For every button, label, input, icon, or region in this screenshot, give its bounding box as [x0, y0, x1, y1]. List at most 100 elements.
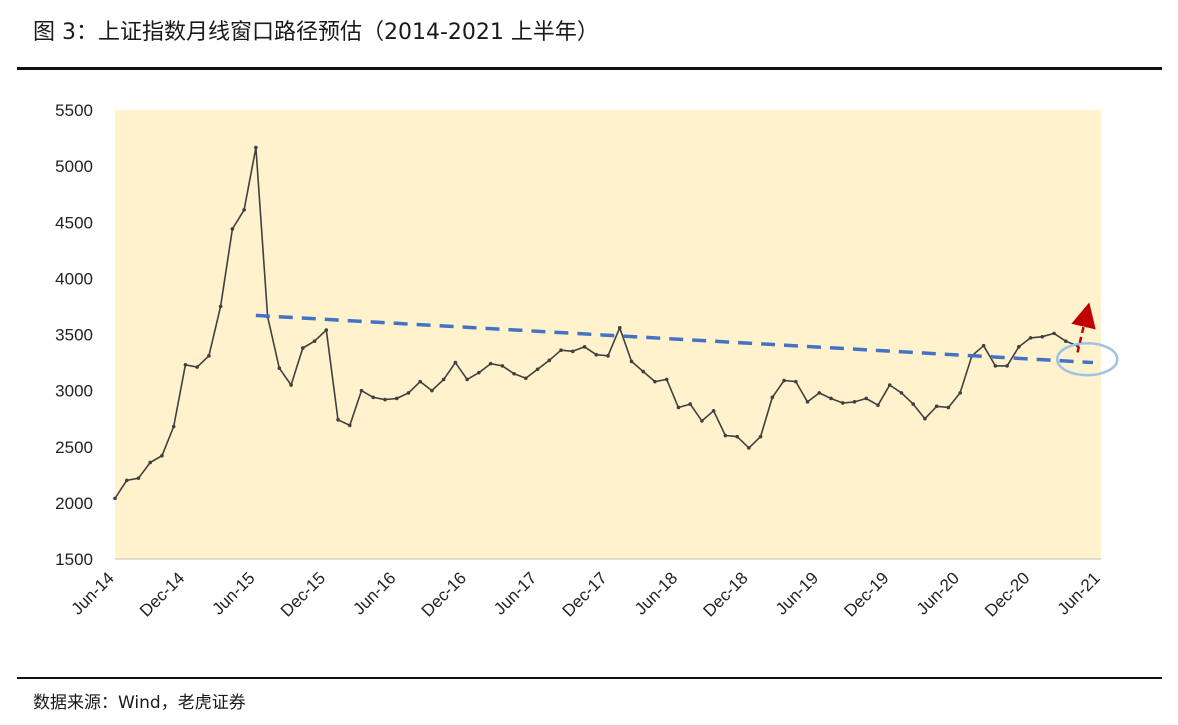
- price-point: [958, 391, 962, 395]
- price-point: [981, 343, 986, 348]
- price-point: [911, 402, 915, 406]
- price-point: [770, 395, 775, 400]
- y-tick-label: 5500: [55, 101, 93, 120]
- price-point: [864, 396, 869, 401]
- x-tick-label: Dec-17: [559, 568, 611, 620]
- x-tick-label: Dec-16: [418, 568, 470, 620]
- price-point: [195, 365, 199, 369]
- price-point: [735, 434, 739, 439]
- trendline: [255, 313, 1094, 365]
- price-point: [406, 391, 411, 395]
- x-tick-label: Jun-19: [772, 568, 822, 618]
- y-tick-label: 2500: [55, 438, 93, 457]
- x-tick-label: Jun-18: [631, 568, 681, 618]
- price-point: [700, 419, 704, 423]
- price-point: [758, 434, 763, 439]
- price-point: [453, 360, 458, 365]
- price-point: [242, 208, 246, 212]
- price-point: [923, 416, 927, 421]
- source-note: 数据来源：Wind，老虎证券: [33, 693, 246, 713]
- price-point: [664, 377, 669, 382]
- projection-arrow: [1071, 302, 1096, 353]
- highlight-ellipse: [1056, 341, 1119, 377]
- price-point: [852, 400, 857, 404]
- price-point: [465, 377, 469, 382]
- y-axis: 1500 2000 2500 3000 3500 4000 4500 5000 5500: [55, 101, 93, 569]
- price-point: [805, 400, 810, 404]
- price-point: [711, 409, 716, 413]
- price-point: [946, 405, 951, 410]
- x-tick-label: Jun-17: [490, 568, 540, 618]
- price-point: [359, 388, 364, 393]
- y-tick-label: 1500: [55, 550, 93, 569]
- price-point: [1040, 334, 1045, 339]
- price-point: [794, 379, 798, 384]
- price-point: [1052, 331, 1056, 336]
- y-tick-label: 3500: [55, 326, 93, 345]
- price-point: [524, 376, 528, 381]
- price-point: [676, 405, 681, 410]
- price-point: [207, 354, 211, 358]
- price-point: [817, 391, 822, 395]
- price-point: [441, 377, 446, 382]
- price-point: [148, 460, 153, 465]
- price-point: [383, 397, 387, 402]
- price-point: [218, 304, 223, 309]
- price-point: [617, 325, 622, 330]
- price-point: [688, 402, 692, 406]
- price-point: [124, 478, 129, 483]
- price-point: [629, 359, 634, 364]
- price-point: [1063, 339, 1068, 344]
- price-point: [347, 423, 352, 428]
- price-point: [723, 433, 728, 438]
- price-point: [899, 391, 904, 395]
- price-point: [336, 418, 340, 422]
- price-point: [488, 361, 493, 366]
- x-tick-label: Jun-15: [208, 568, 258, 618]
- price-point: [277, 366, 282, 370]
- price-point: [535, 367, 540, 372]
- price-point: [1028, 336, 1033, 340]
- y-tick-label: 4000: [55, 269, 93, 288]
- price-point: [1005, 364, 1009, 368]
- price-point: [254, 145, 258, 150]
- price-point: [570, 349, 575, 354]
- price-point: [500, 364, 505, 368]
- price-point: [547, 358, 552, 363]
- price-point: [171, 424, 176, 429]
- x-tick-label: Dec-20: [981, 568, 1033, 620]
- price-point: [312, 339, 317, 344]
- x-axis: Jun-14 Dec-14 Jun-15 Dec-15 Jun-16 Dec-16 Jun-…: [68, 568, 1104, 620]
- top-rule: [17, 67, 1162, 70]
- price-point: [641, 369, 646, 374]
- price-point: [160, 453, 164, 458]
- price-point: [594, 352, 599, 357]
- price-point: [606, 354, 610, 358]
- price-point: [430, 388, 434, 393]
- x-tick-label: Jun-16: [349, 568, 399, 618]
- price-point: [782, 378, 786, 383]
- price-point: [747, 446, 751, 450]
- price-point: [582, 345, 587, 349]
- price-point: [113, 496, 117, 501]
- y-tick-label: 3000: [55, 382, 93, 401]
- price-point: [512, 371, 516, 376]
- price-point: [653, 379, 657, 384]
- price-point: [418, 379, 422, 384]
- price-point: [289, 383, 293, 387]
- y-tick-label: 5000: [55, 157, 93, 176]
- price-point: [876, 403, 880, 408]
- price-point: [887, 383, 892, 387]
- price-point: [230, 227, 235, 231]
- price-point: [136, 476, 141, 480]
- price-point: [840, 401, 845, 405]
- y-tick-label: 4500: [55, 213, 93, 232]
- price-point: [829, 396, 833, 401]
- price-point: [301, 346, 305, 350]
- price-point: [371, 395, 376, 400]
- y-tick-label: 2000: [55, 494, 93, 513]
- price-point: [183, 363, 188, 367]
- x-tick-label: Jun-20: [913, 568, 963, 618]
- chart-title: 图 3：上证指数月线窗口路径预估（2014-2021 上半年）: [33, 20, 599, 45]
